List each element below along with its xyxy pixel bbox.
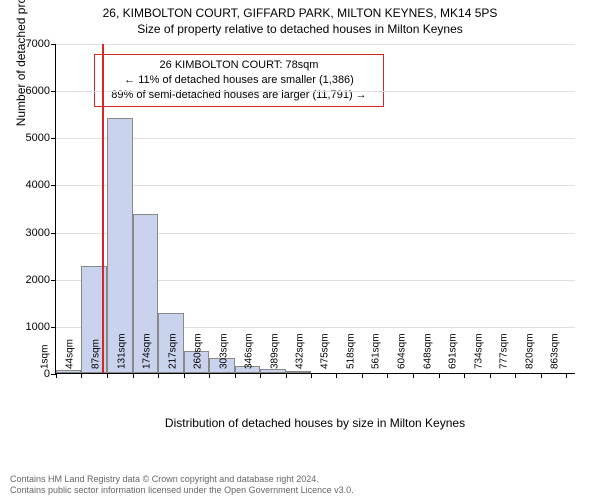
y-tick-mark (51, 138, 56, 139)
y-tick-mark (51, 91, 56, 92)
x-tick-mark (362, 373, 363, 378)
x-tick-label: 863sqm (549, 333, 560, 373)
footer-line-1: Contains HM Land Registry data © Crown c… (10, 474, 590, 485)
x-tick-mark (541, 373, 542, 378)
y-tick-mark (51, 44, 56, 45)
annotation-box: 26 KIMBOLTON COURT: 78sqm← 11% of detach… (94, 54, 384, 107)
x-tick-label: 561sqm (371, 333, 382, 373)
page-subtitle: Size of property relative to detached ho… (0, 20, 600, 36)
footer-line-2: Contains public sector information licen… (10, 485, 590, 496)
x-tick-label: 604sqm (396, 333, 407, 373)
x-tick-mark (387, 373, 388, 378)
y-axis-label: Number of detached properties (14, 0, 28, 126)
x-tick-mark (158, 373, 159, 378)
x-tick-mark (490, 373, 491, 378)
x-tick-mark (184, 373, 185, 378)
annotation-line: ← 11% of detached houses are smaller (1,… (101, 73, 377, 88)
x-tick-label: 389sqm (269, 333, 280, 373)
x-tick-mark (133, 373, 134, 378)
x-tick-mark (81, 373, 82, 378)
gridline (56, 44, 575, 45)
y-tick-mark (51, 233, 56, 234)
x-tick-label: 87sqm (90, 339, 101, 373)
gridline (56, 185, 575, 186)
x-tick-mark (107, 373, 108, 378)
page-title: 26, KIMBOLTON COURT, GIFFARD PARK, MILTO… (0, 0, 600, 20)
y-tick-label: 4000 (26, 179, 50, 191)
x-tick-mark (464, 373, 465, 378)
x-tick-mark (311, 373, 312, 378)
x-tick-label: 346sqm (244, 333, 255, 373)
gridline (56, 138, 575, 139)
y-tick-mark (51, 280, 56, 281)
x-tick-mark (235, 373, 236, 378)
x-tick-label: 303sqm (218, 333, 229, 373)
y-tick-label: 7000 (26, 38, 50, 50)
x-tick-mark (209, 373, 210, 378)
y-tick-mark (51, 185, 56, 186)
plot-area: Number of detached properties 26 KIMBOLT… (55, 44, 575, 374)
y-tick-label: 6000 (26, 85, 50, 97)
x-tick-mark (56, 373, 57, 378)
x-tick-label: 131sqm (116, 333, 127, 373)
x-tick-label: 734sqm (473, 333, 484, 373)
annotation-line: 26 KIMBOLTON COURT: 78sqm (101, 58, 377, 73)
x-tick-label: 260sqm (193, 333, 204, 373)
x-tick-mark (286, 373, 287, 378)
x-tick-mark (413, 373, 414, 378)
footer: Contains HM Land Registry data © Crown c… (0, 474, 600, 497)
annotation-line: 89% of semi-detached houses are larger (… (101, 88, 377, 103)
y-tick-label: 5000 (26, 132, 50, 144)
x-tick-label: 174sqm (142, 333, 153, 373)
x-tick-label: 691sqm (448, 333, 459, 373)
x-tick-mark (566, 373, 567, 378)
x-axis-label: Distribution of detached houses by size … (55, 416, 575, 430)
x-tick-label: 44sqm (65, 339, 76, 373)
y-tick-label: 3000 (26, 227, 50, 239)
histogram-chart: Number of detached properties 26 KIMBOLT… (55, 44, 575, 414)
marker-line (102, 44, 104, 373)
x-tick-label: 820sqm (524, 333, 535, 373)
x-tick-mark (260, 373, 261, 378)
y-tick-mark (51, 327, 56, 328)
x-tick-label: 475sqm (320, 333, 331, 373)
x-tick-label: 432sqm (294, 333, 305, 373)
x-tick-label: 518sqm (345, 333, 356, 373)
x-tick-mark (336, 373, 337, 378)
y-tick-label: 1000 (26, 321, 50, 333)
x-tick-label: 1sqm (40, 345, 51, 373)
x-tick-mark (515, 373, 516, 378)
x-tick-label: 777sqm (499, 333, 510, 373)
x-tick-label: 648sqm (422, 333, 433, 373)
y-tick-label: 2000 (26, 274, 50, 286)
gridline (56, 91, 575, 92)
x-tick-mark (439, 373, 440, 378)
x-tick-label: 217sqm (167, 333, 178, 373)
